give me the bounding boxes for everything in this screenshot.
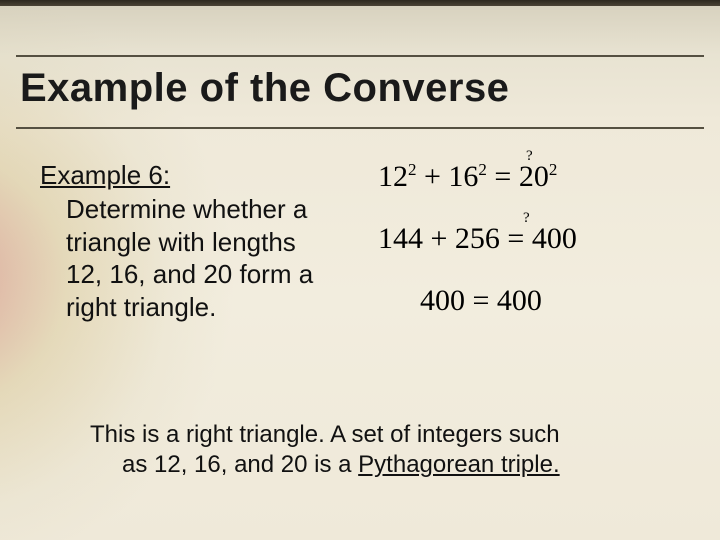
equals-sign: = <box>494 160 518 193</box>
eq3-left: 400 <box>420 284 465 317</box>
rule-below-title <box>16 127 704 129</box>
example-text: Determine whether a triangle with length… <box>40 193 330 323</box>
pythagorean-triple-term: Pythagorean triple. <box>358 451 559 478</box>
plus-sign: + <box>424 160 441 193</box>
equation-1: ? 122 + 162 = 202 <box>378 160 708 194</box>
eq1-b-exp: 2 <box>478 160 487 179</box>
question-mark-icon: ? <box>526 148 533 165</box>
eq2-left1: 144 <box>378 222 423 255</box>
question-mark-icon: ? <box>523 210 530 227</box>
eq1-c-exp: 2 <box>549 160 558 179</box>
slide-title: Example of the Converse <box>20 66 700 111</box>
eq3-right: 400 <box>497 284 542 317</box>
equation-3: 400 = 400 <box>420 284 708 318</box>
plus-sign: + <box>431 222 455 255</box>
conclusion-line-2: as 12, 16, and 20 is a Pythagorean tripl… <box>90 450 680 480</box>
conclusion-text: This is a right triangle. A set of integ… <box>90 420 680 480</box>
eq1-b: 16 <box>448 160 478 193</box>
conclusion-line-2-pre: as 12, 16, and 20 is a <box>122 451 358 478</box>
equals-sign: = <box>473 284 497 317</box>
equations-block: ? 122 + 162 = 202 ? 144 + 256 = 400 400 … <box>378 160 708 346</box>
rule-above-title <box>16 55 704 57</box>
eq1-a-exp: 2 <box>408 160 417 179</box>
eq1-c: 20 <box>519 160 549 193</box>
eq1-a: 12 <box>378 160 408 193</box>
top-accent-bar <box>0 0 720 6</box>
eq2-left2: 256 <box>455 222 500 255</box>
conclusion-line-1: This is a right triangle. A set of integ… <box>90 420 680 450</box>
equation-2: ? 144 + 256 = 400 <box>378 222 708 256</box>
eq2-right: 400 <box>532 222 577 255</box>
